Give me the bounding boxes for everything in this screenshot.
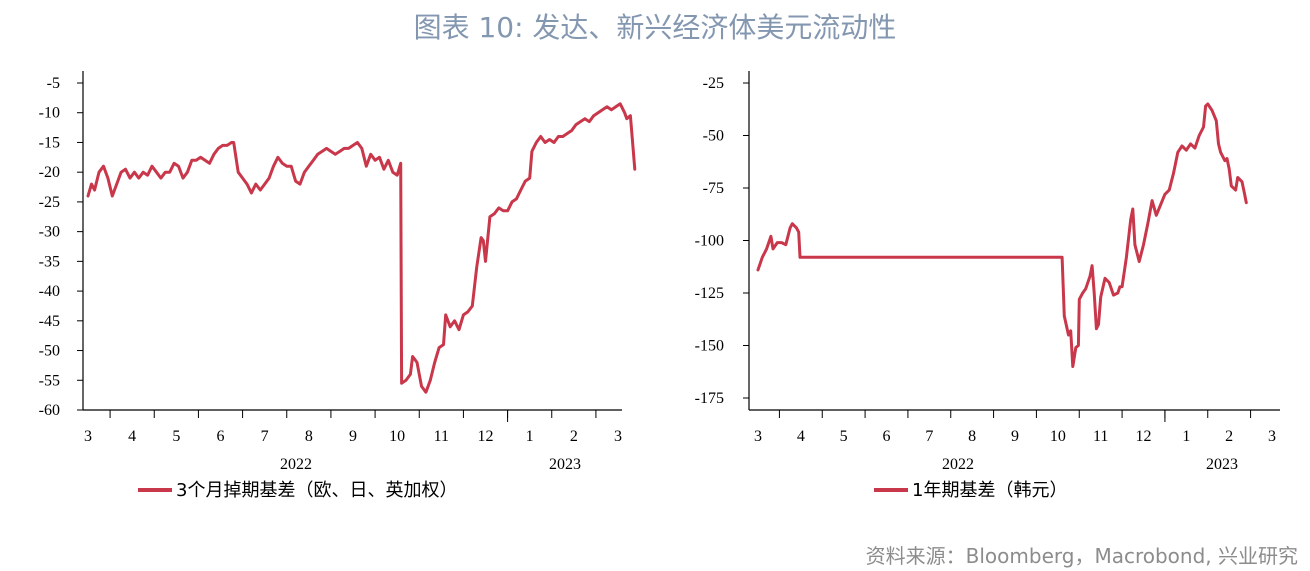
x-tick-label: 3	[614, 428, 622, 445]
x-tick-label: 2	[570, 428, 578, 445]
y-tick-label: -5	[47, 75, 60, 92]
x-tick-label: 10	[1050, 428, 1066, 445]
x-tick-label: 4	[797, 428, 805, 445]
y-tick-label: -125	[695, 285, 724, 302]
series-line	[756, 102, 1248, 368]
year-label: 2022	[942, 456, 974, 473]
y-tick-label: -60	[39, 402, 60, 419]
y-tick-label: -150	[695, 338, 724, 355]
x-tick-label: 1	[526, 428, 534, 445]
x-tick-label: 7	[925, 428, 933, 445]
x-tick-label: 1	[1182, 428, 1190, 445]
x-tick-label: 5	[840, 428, 848, 445]
series-line	[86, 102, 637, 394]
y-tick-label: -40	[39, 283, 60, 300]
y-tick-label: -15	[39, 134, 60, 151]
legend-label: 1年期基差（韩元）	[912, 480, 1067, 501]
left-chart: -5 -10 -15 -20 -25 -30 -35 -40 -45 -50 -55 -60 3 4 5 6 7…	[39, 71, 637, 501]
x-tick-label: 12	[1136, 428, 1152, 445]
y-tick-label: -35	[39, 253, 60, 270]
x-tick-label: 3	[754, 428, 762, 445]
year-label: 2023	[1206, 456, 1238, 473]
x-tick-label: 6	[883, 428, 891, 445]
y-tick-label: -10	[39, 105, 60, 122]
y-tick-label: -30	[39, 224, 60, 241]
chart-title: 图表 10: 发达、新兴经济体美元流动性	[413, 11, 897, 44]
x-tick-label: 11	[1093, 428, 1108, 445]
y-tick-label: -175	[695, 390, 724, 407]
x-tick-label: 8	[305, 428, 313, 445]
year-label: 2023	[549, 456, 581, 473]
y-tick-label: -75	[703, 180, 724, 197]
y-tick-label: -45	[39, 313, 60, 330]
x-tick-label: 12	[478, 428, 494, 445]
y-tick-label: -25	[703, 75, 724, 92]
x-tick-label: 3	[84, 428, 92, 445]
x-tick-label: 9	[349, 428, 357, 445]
x-tick-label: 6	[217, 428, 225, 445]
source-note: 资料来源：Bloomberg，Macrobond, 兴业研究	[865, 544, 1298, 568]
year-label: 2022	[280, 456, 312, 473]
y-tick-label: -25	[39, 194, 60, 211]
x-tick-label: 3	[1268, 428, 1276, 445]
x-tick-label: 7	[261, 428, 269, 445]
y-tick-label: -50	[703, 128, 724, 145]
x-tick-label: 4	[128, 428, 136, 445]
x-tick-label: 10	[389, 428, 405, 445]
y-tick-label: -55	[39, 372, 60, 389]
x-tick-label: 9	[1011, 428, 1019, 445]
x-tick-label: 5	[172, 428, 180, 445]
legend-label: 3个月掉期基差（欧、日、英加权）	[176, 480, 457, 501]
x-tick-label: 8	[968, 428, 976, 445]
y-tick-label: -100	[695, 233, 724, 250]
x-tick-label: 11	[434, 428, 449, 445]
x-tick-label: 2	[1225, 428, 1233, 445]
y-tick-label: -50	[39, 343, 60, 360]
y-tick-label: -20	[39, 164, 60, 181]
